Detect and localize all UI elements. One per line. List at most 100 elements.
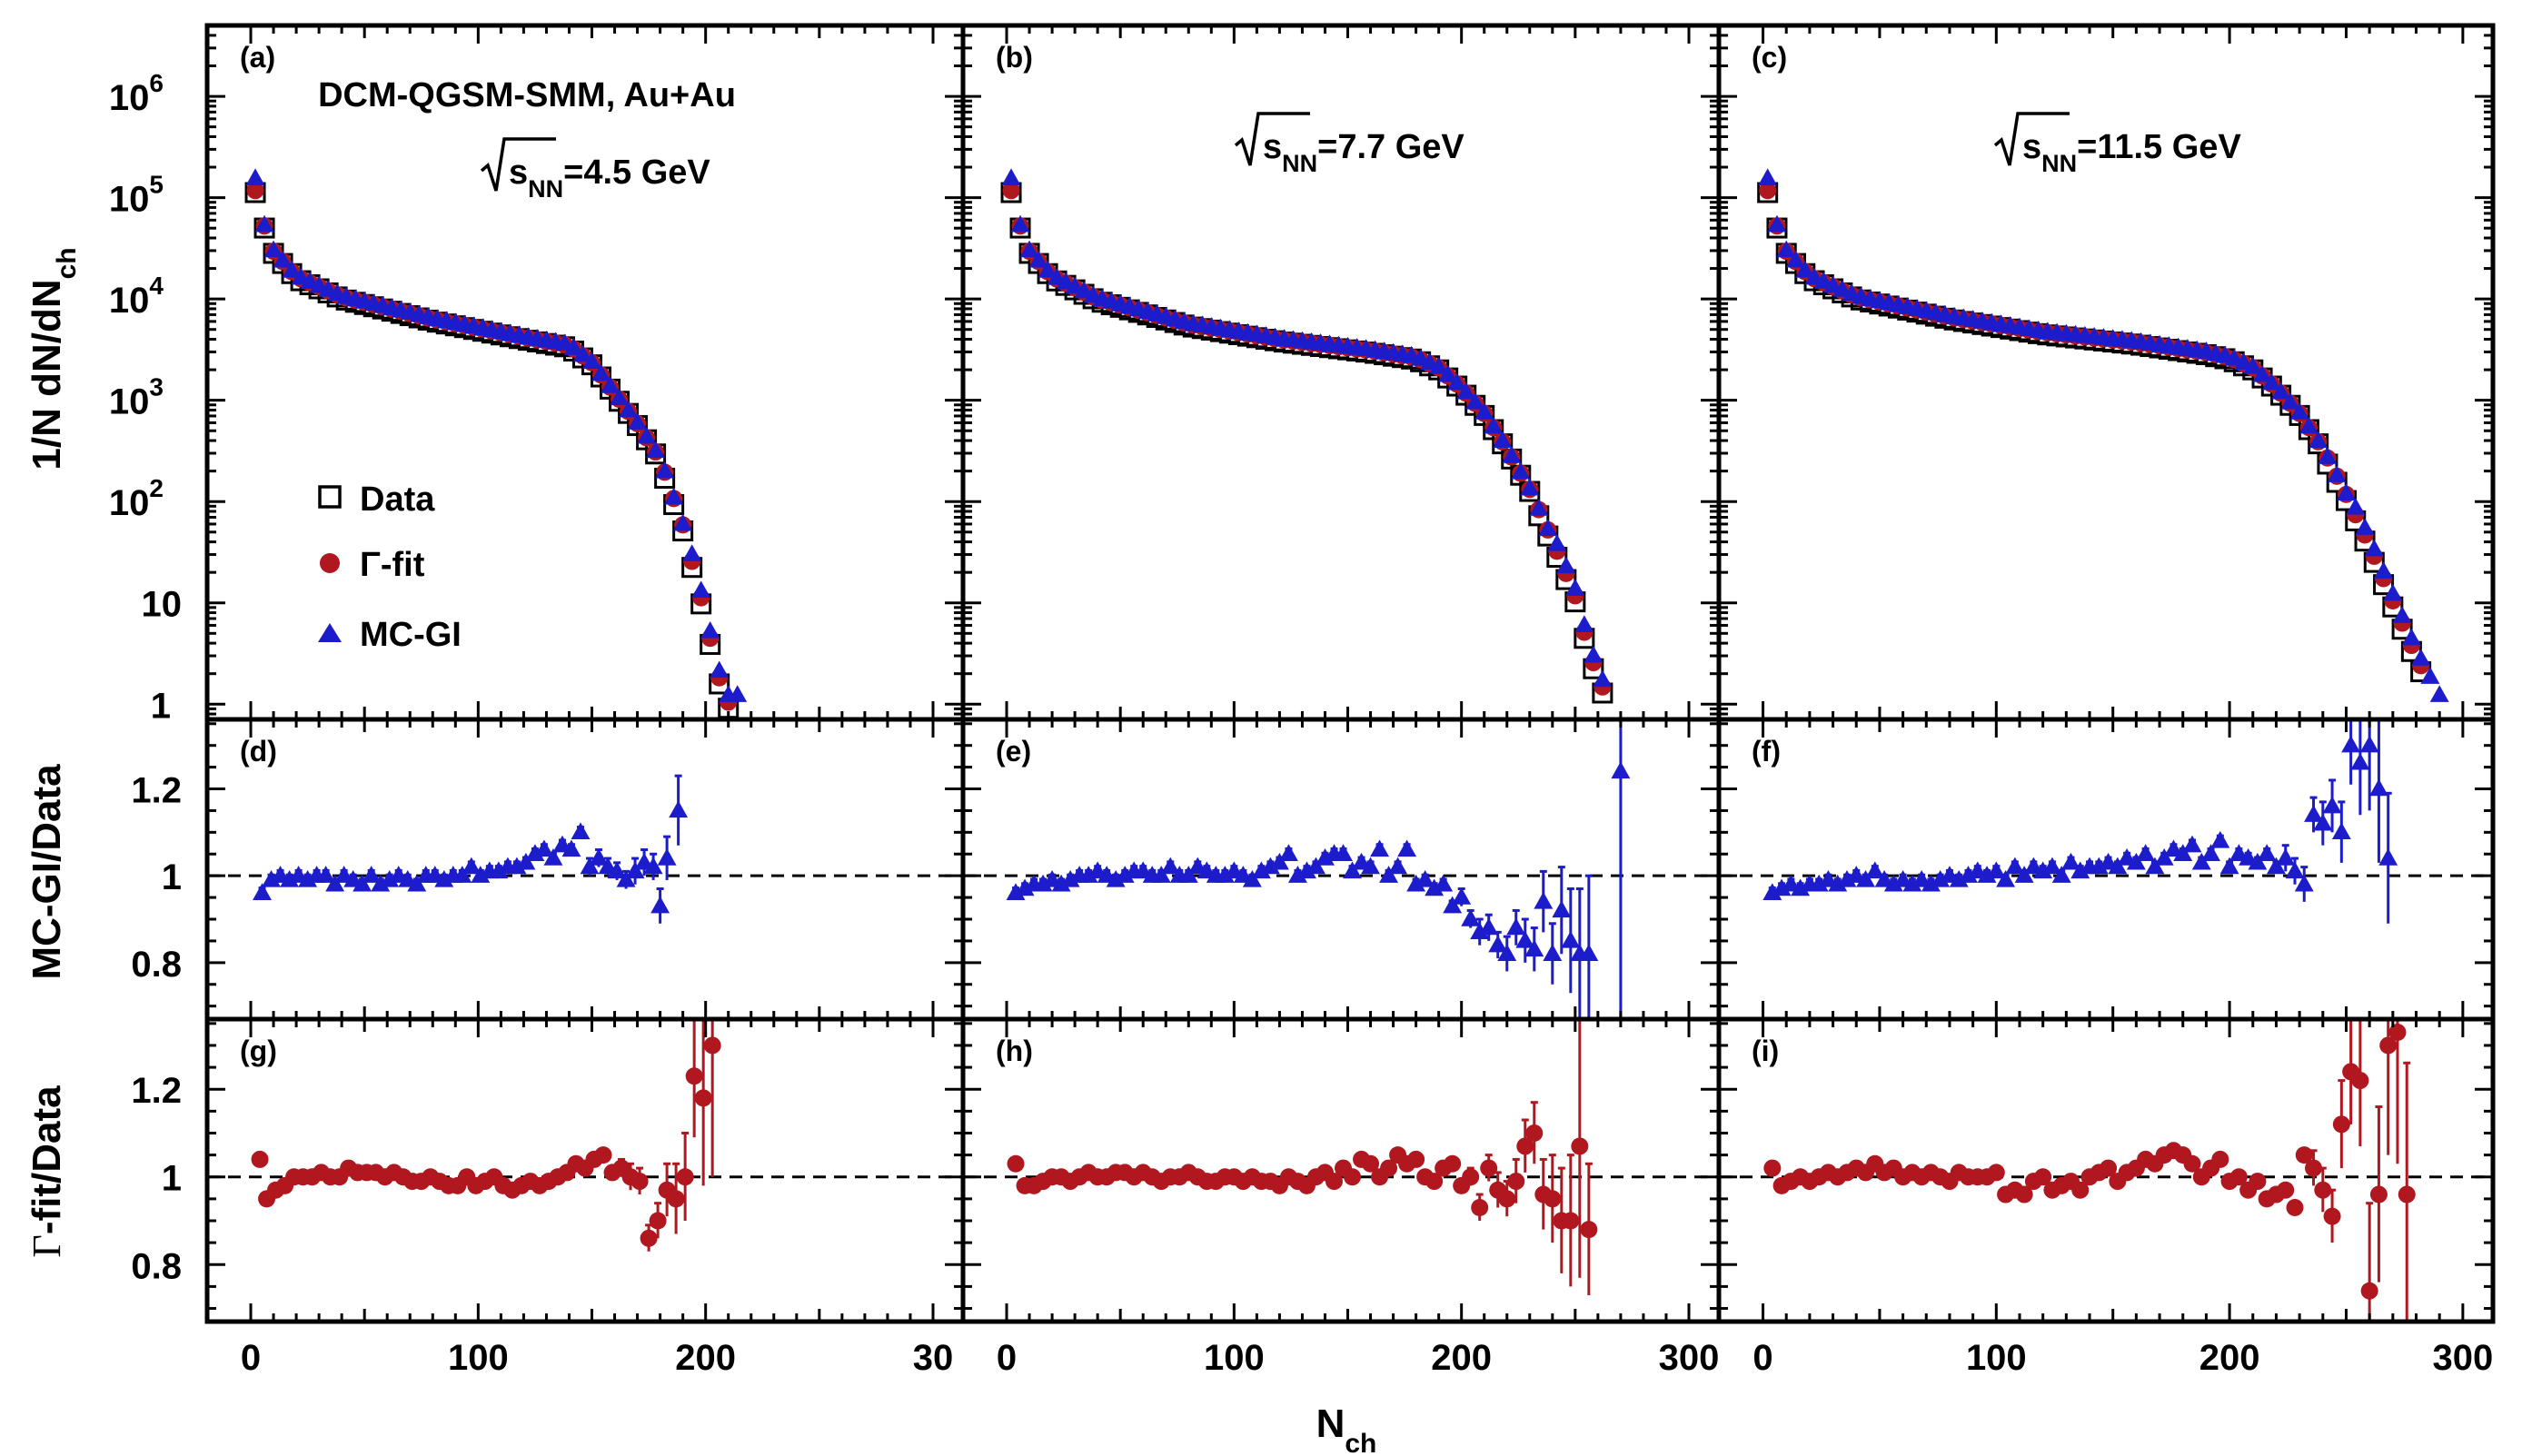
x-tick-label: 300: [1659, 1338, 1720, 1378]
mc-gi-point: [282, 260, 302, 278]
mc-gi-ratio-point: [1215, 866, 1235, 883]
gamma-fit-point: [246, 182, 264, 200]
mc-gi-ratio-point: [1269, 852, 1289, 870]
y-tick-label: 0.8: [131, 1246, 182, 1286]
mc-gi-point: [1511, 461, 1531, 480]
gamma-fit-ratio-point: [685, 1067, 703, 1085]
mc-gi-point: [1038, 260, 1057, 278]
mc-gi-point: [2337, 483, 2356, 500]
mc-gi-ratio-point: [1865, 861, 1885, 879]
mc-gi-ratio-point: [2005, 857, 2025, 875]
mc-gi-point: [2364, 539, 2384, 557]
y-axis-title-distribution: 1/N dN/dNch: [25, 247, 82, 470]
mc-gi-ratio-point: [1370, 839, 1390, 857]
mc-gi-ratio-point: [1388, 857, 1408, 875]
energy-label-c: sNN=11.5 GeV: [1993, 112, 2241, 177]
gamma-fit-ratio-point: [1362, 1154, 1380, 1173]
mc-gi-point: [628, 412, 648, 430]
mc-gi-ratio-point: [1060, 869, 1080, 887]
y-tick-exponent: 5: [149, 171, 164, 199]
mc-gi-point: [2374, 561, 2394, 579]
mc-gi-ratio-point: [462, 857, 482, 875]
mc-gi-ratio-point: [1287, 866, 1307, 883]
mc-gi-ratio-point: [298, 869, 318, 887]
mc-gi-ratio-point: [452, 866, 472, 883]
legend-label-mc-gi: MC-GI: [360, 616, 462, 654]
mc-gi-ratio-point: [1534, 891, 1554, 909]
mc-gi-ratio-point: [1051, 874, 1071, 892]
mc-gi-point: [2261, 372, 2281, 391]
panel-label-2-0: (c): [1752, 41, 1787, 74]
mc-gi-ratio-point: [2191, 852, 2211, 870]
mc-gi-point: [582, 352, 601, 369]
mc-gi-ratio-point: [1242, 869, 1262, 887]
mc-gi-point: [673, 513, 693, 531]
mc-gi-point: [2318, 447, 2338, 464]
gamma-fit-ratio-point: [1507, 1173, 1525, 1191]
gamma-fit-ratio-point: [2277, 1181, 2295, 1199]
gamma-fit-ratio-point: [2379, 1036, 2398, 1055]
panel-label-2-2: (i): [1752, 1035, 1779, 1067]
mc-gi-point: [728, 685, 748, 702]
mc-gi-point: [573, 344, 592, 362]
x-tick-label: 0: [997, 1338, 1017, 1378]
mc-gi-ratio-point: [1497, 944, 1517, 961]
mc-gi-point: [1529, 499, 1549, 516]
mc-gi-ratio-point: [2304, 805, 2323, 822]
energy-label-a: sNN=4.5 GeV: [480, 137, 710, 203]
mc-gi-point: [2346, 497, 2366, 515]
gamma-fit-ratio-point: [2229, 1168, 2248, 1186]
mc-gi-ratio-point: [2014, 866, 2034, 883]
gamma-fit-ratio-point: [2314, 1181, 2332, 1199]
mc-gi-ratio-point: [2173, 844, 2193, 861]
gamma-fit-ratio-point: [2323, 1207, 2341, 1225]
mc-gi-ratio-point: [1902, 874, 1922, 892]
mc-gi-point: [2383, 583, 2403, 601]
mc-gi-ratio-point: [516, 852, 536, 870]
mc-gi-ratio-point: [1297, 861, 1316, 879]
svg-text:sNN=4.5 GeV: sNN=4.5 GeV: [509, 154, 710, 203]
mc-gi-point: [1456, 381, 1476, 400]
mc-gi-ratio-point: [534, 839, 554, 857]
gamma-fit-ratio-point: [2398, 1185, 2416, 1203]
y-tick-label: 10: [142, 585, 183, 625]
gamma-fit-ratio-point: [1987, 1164, 2005, 1182]
y-tick-label: 1: [162, 857, 182, 897]
x-tick-label: 300: [2432, 1338, 2493, 1378]
y-tick-exponent: 6: [149, 69, 164, 97]
mc-gi-ratio-point: [1260, 857, 1280, 875]
mc-gi-ratio-point: [1343, 861, 1362, 879]
mc-gi-ratio-point: [1506, 917, 1526, 936]
x-tick-label: 200: [1431, 1338, 1492, 1378]
gamma-fit-ratio-point: [2211, 1150, 2229, 1168]
mc-gi-ratio-point: [1837, 869, 1857, 887]
mc-gi-point: [591, 363, 611, 381]
mc-gi-ratio-point: [1479, 917, 1499, 936]
y-tick-exponent: 3: [149, 373, 164, 401]
mc-gi-ratio-point: [1856, 869, 1875, 887]
mc-gi-ratio-point: [2108, 857, 2128, 875]
gamma-fit-ratio-point: [1544, 1190, 1562, 1208]
gamma-fit-ratio-point: [1562, 1212, 1580, 1230]
mc-gi-ratio-point: [1552, 900, 1572, 918]
gamma-fit-ratio-point: [676, 1168, 694, 1186]
sqrt-sign-c: [1993, 112, 2070, 166]
mc-gi-point: [2327, 465, 2347, 482]
mc-gi-point: [1474, 402, 1494, 420]
mc-gi-ratio-point: [625, 861, 645, 879]
y-tick-exponent: 2: [149, 474, 164, 502]
x-tick-label: 200: [675, 1338, 736, 1378]
mc-gi-ratio-point: [1828, 874, 1848, 892]
y-tick-base: 10: [109, 483, 150, 523]
mc-gi-point: [1010, 214, 1030, 233]
mc-gi-point: [2271, 381, 2291, 400]
mc-gi-ratio-point: [1361, 857, 1380, 875]
mc-gi-point: [2243, 356, 2263, 374]
mc-gi-ratio-point: [362, 866, 382, 883]
y-tick-label: 0.8: [131, 945, 182, 985]
mc-gi-point: [1758, 168, 1778, 186]
mc-gi-ratio-point: [2210, 830, 2230, 848]
mc-gi-point: [700, 620, 720, 639]
mc-gi-ratio-point: [316, 866, 336, 883]
